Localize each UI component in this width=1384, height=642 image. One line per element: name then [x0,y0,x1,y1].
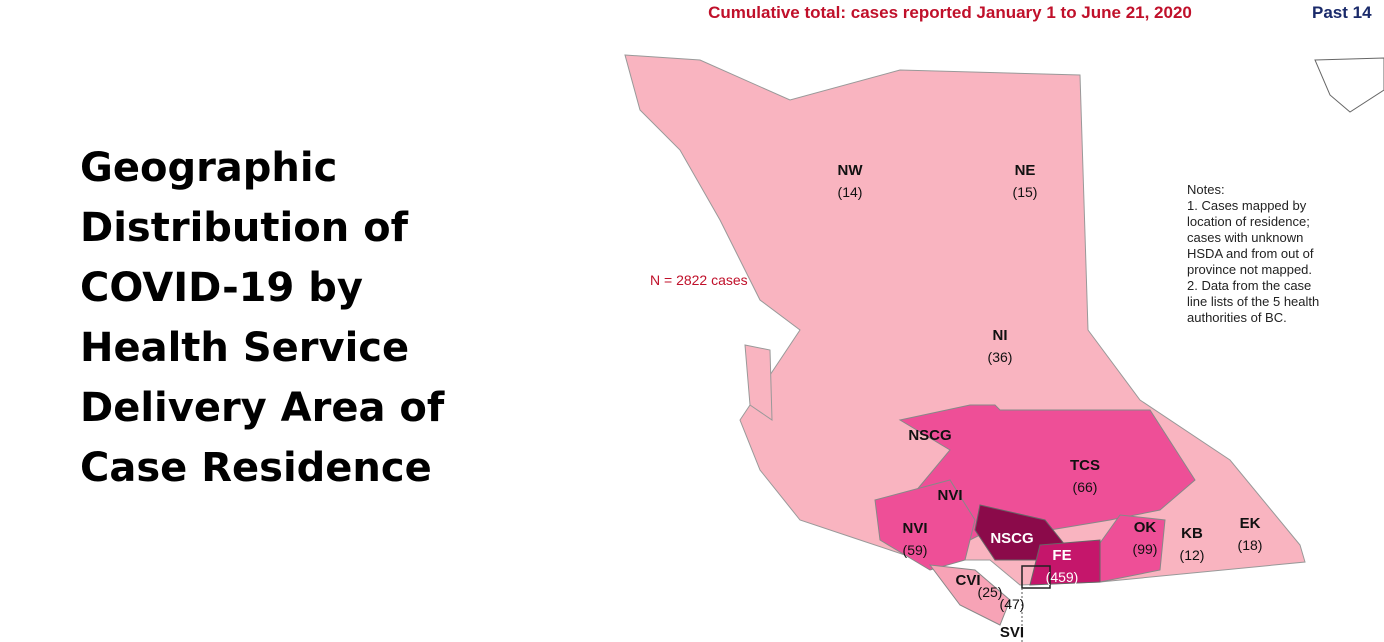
region-code: CVI [955,572,980,589]
region-labels: NW (14) NE (15) NI (36) NSCG NVI TCS (66) NVI (59) N… [838,162,1263,641]
note-line: location of residence; [1187,214,1310,229]
region-count: (15) [1013,184,1038,200]
note-line: cases with unknown [1187,230,1303,245]
note-line: Notes: [1187,182,1225,197]
region-count: (14) [838,184,863,200]
total-cases: N = 2822 cases [650,272,748,288]
region-code: NVI [937,487,962,504]
map-heading: Cumulative total: cases reported January… [708,3,1192,22]
region-code: EK [1240,515,1261,532]
region-code: NI [993,327,1008,344]
region-code: NVI [902,520,927,537]
region-code: NE [1015,162,1036,179]
region-code: SVI [1000,624,1024,641]
region-code: FE [1052,547,1071,564]
note-line: 1. Cases mapped by [1187,198,1307,213]
region-code: TCS [1070,457,1100,474]
region-code: KB [1181,525,1203,542]
inset-box [1021,565,1051,589]
region-count: (12) [1180,547,1205,563]
region-count: (25) [978,584,1003,600]
region-count: (36) [988,349,1013,365]
nvi-region [874,479,976,571]
inset-outline [1314,57,1384,113]
region-code: NW [838,162,864,179]
region-count: (66) [1073,479,1098,495]
region-count: (47) [1000,596,1025,612]
slide-title: Geographic Distribution of COVID-19 by H… [80,145,445,491]
note-line: line lists of the 5 health [1187,294,1319,309]
region-count: (459) [1046,569,1079,585]
note-line: authorities of BC. [1187,310,1287,325]
region-count: (59) [903,542,928,558]
region-code: OK [1134,519,1157,536]
note-line: 2. Data from the case [1187,278,1311,293]
haida-gwaii [744,344,773,421]
region-code: NSCG [908,427,951,444]
region-code: NSCG [990,530,1033,547]
vi-south [928,564,1011,626]
region-count: (18) [1238,537,1263,553]
fe-region [1029,539,1101,586]
note-line: province not mapped. [1187,262,1312,277]
region-count: (99) [1133,541,1158,557]
note-line: HSDA and from out of [1187,246,1314,261]
side-heading: Past 14 [1312,3,1372,22]
